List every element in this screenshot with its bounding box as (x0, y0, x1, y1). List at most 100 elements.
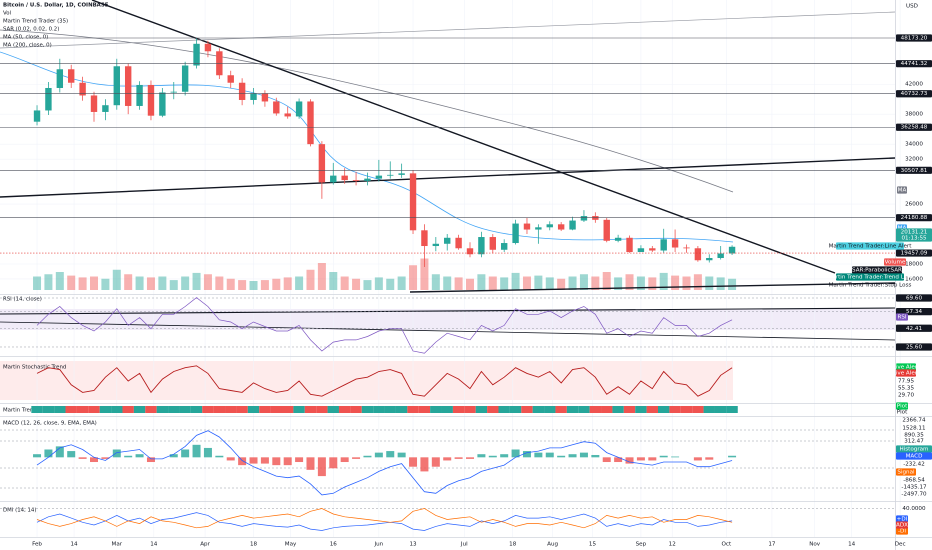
candle-body (387, 174, 394, 176)
macd-histogram-bar (33, 454, 42, 458)
volume-bar (260, 280, 269, 290)
volume-bar (431, 274, 440, 290)
trend-line (91, 0, 836, 274)
candle-body (284, 113, 291, 117)
volume-bar (112, 269, 121, 290)
macd-histogram-bar (511, 449, 520, 458)
candle-body (295, 101, 303, 117)
volume-bar (659, 272, 668, 290)
dmi-legend-bg (896, 521, 908, 529)
volume-bar (477, 274, 486, 290)
volume-bar (249, 281, 258, 290)
trend-meter-cell (259, 406, 271, 413)
level-label-bg (896, 249, 932, 257)
y-tick-label: 42000 (905, 82, 923, 88)
macd-label: -1435.17 (901, 485, 927, 491)
rsi-tick-label-bg (896, 343, 932, 351)
candle-body (660, 239, 667, 251)
macd-histogram-bar (112, 449, 121, 458)
macd-histogram-bar (420, 457, 429, 472)
y-tick-label: 32000 (905, 157, 923, 163)
trend-meter-cell (270, 406, 283, 413)
x-tick-label: Nov (809, 542, 821, 548)
x-tick-label: 18 (250, 542, 258, 548)
candle-body (626, 237, 633, 253)
candle-body (569, 220, 576, 230)
x-tick-label: Jun (373, 542, 383, 548)
volume-bar (409, 265, 418, 290)
pane-title: DMI (14, 14) (3, 508, 36, 514)
volume-bar (33, 276, 42, 290)
candle-body (580, 216, 588, 221)
volume-bar (466, 278, 475, 290)
macd-histogram-bar (215, 455, 224, 458)
trend-meter-cell (635, 406, 647, 413)
macd-label-bg (896, 468, 916, 476)
trend-meter-cell (714, 406, 727, 413)
x-tick-label: Feb (32, 542, 42, 548)
rsi-trend-line (0, 307, 896, 315)
trend-meter-cell (304, 406, 317, 413)
macd-levels (0, 429, 895, 489)
y-tick-label: 16000 (905, 276, 923, 282)
volume-bar (420, 258, 429, 290)
indicator-legend: MA (200, close, 0) (3, 43, 52, 49)
macd-histogram-bar (591, 454, 600, 458)
macd-histogram-bar (671, 456, 680, 458)
volume-bar (625, 274, 634, 290)
volume-bar (44, 274, 53, 290)
volume-bar (568, 276, 577, 290)
candle-body (307, 101, 314, 145)
macd-histogram-bar (317, 457, 326, 477)
price-tag: 01:13:55 (901, 236, 927, 242)
macd-histogram-bar (67, 451, 76, 458)
stochastic-label: 55.35 (898, 386, 914, 392)
candle-body (159, 92, 166, 116)
volume-bar (579, 274, 588, 290)
trend-meter-cell (464, 406, 476, 413)
trend-meter-cell (316, 406, 328, 413)
dmi-legend: ADX (896, 523, 908, 529)
macd-histogram-bar (534, 452, 543, 458)
candle-body (500, 243, 508, 250)
candle-body (136, 84, 143, 106)
price-tag: Martin Trend Trader:Line Alert (829, 244, 913, 250)
trend-meter-cell (601, 406, 613, 413)
trend-meter-cell (407, 406, 419, 413)
x-tick-label: Oct (722, 542, 732, 548)
candle-body (352, 180, 360, 181)
trend-meter-cell (202, 406, 214, 413)
candle-body (375, 175, 383, 179)
trend-meter-cell (498, 406, 510, 413)
x-tick-label: 14 (848, 542, 856, 548)
trend-meter-cell (692, 406, 704, 413)
candle-body (364, 178, 371, 181)
stochastic-line (36, 365, 733, 397)
rsi-tag-bg (896, 313, 908, 321)
candle-body (216, 51, 223, 76)
price-tag-bg (836, 273, 904, 281)
x-tick-label: Mar (112, 542, 123, 548)
rsi-tick-label: 25.60 (906, 344, 922, 350)
trend-meter-cell (247, 406, 260, 413)
rsi-tick-label: 42.41 (906, 326, 922, 332)
candle-body (181, 65, 189, 92)
macd-histogram-bar (431, 457, 440, 467)
candle-body (614, 237, 622, 241)
volume-bar (728, 278, 737, 290)
dmi-legend-bg (896, 527, 908, 535)
candle-body (478, 237, 485, 255)
candle-body (341, 175, 348, 181)
trend-meter-cell (99, 406, 112, 413)
candle-body (250, 93, 257, 100)
x-tick-label: 17 (768, 542, 776, 548)
macd-histogram-bar (522, 451, 531, 458)
trend-meter-cell (76, 406, 89, 413)
volume-bar (591, 276, 600, 290)
macd-histogram-bar (648, 457, 657, 461)
price-tag-bg (884, 258, 906, 266)
volume-bar (135, 276, 144, 290)
volume-bar (295, 276, 304, 290)
candle-body (124, 66, 132, 106)
